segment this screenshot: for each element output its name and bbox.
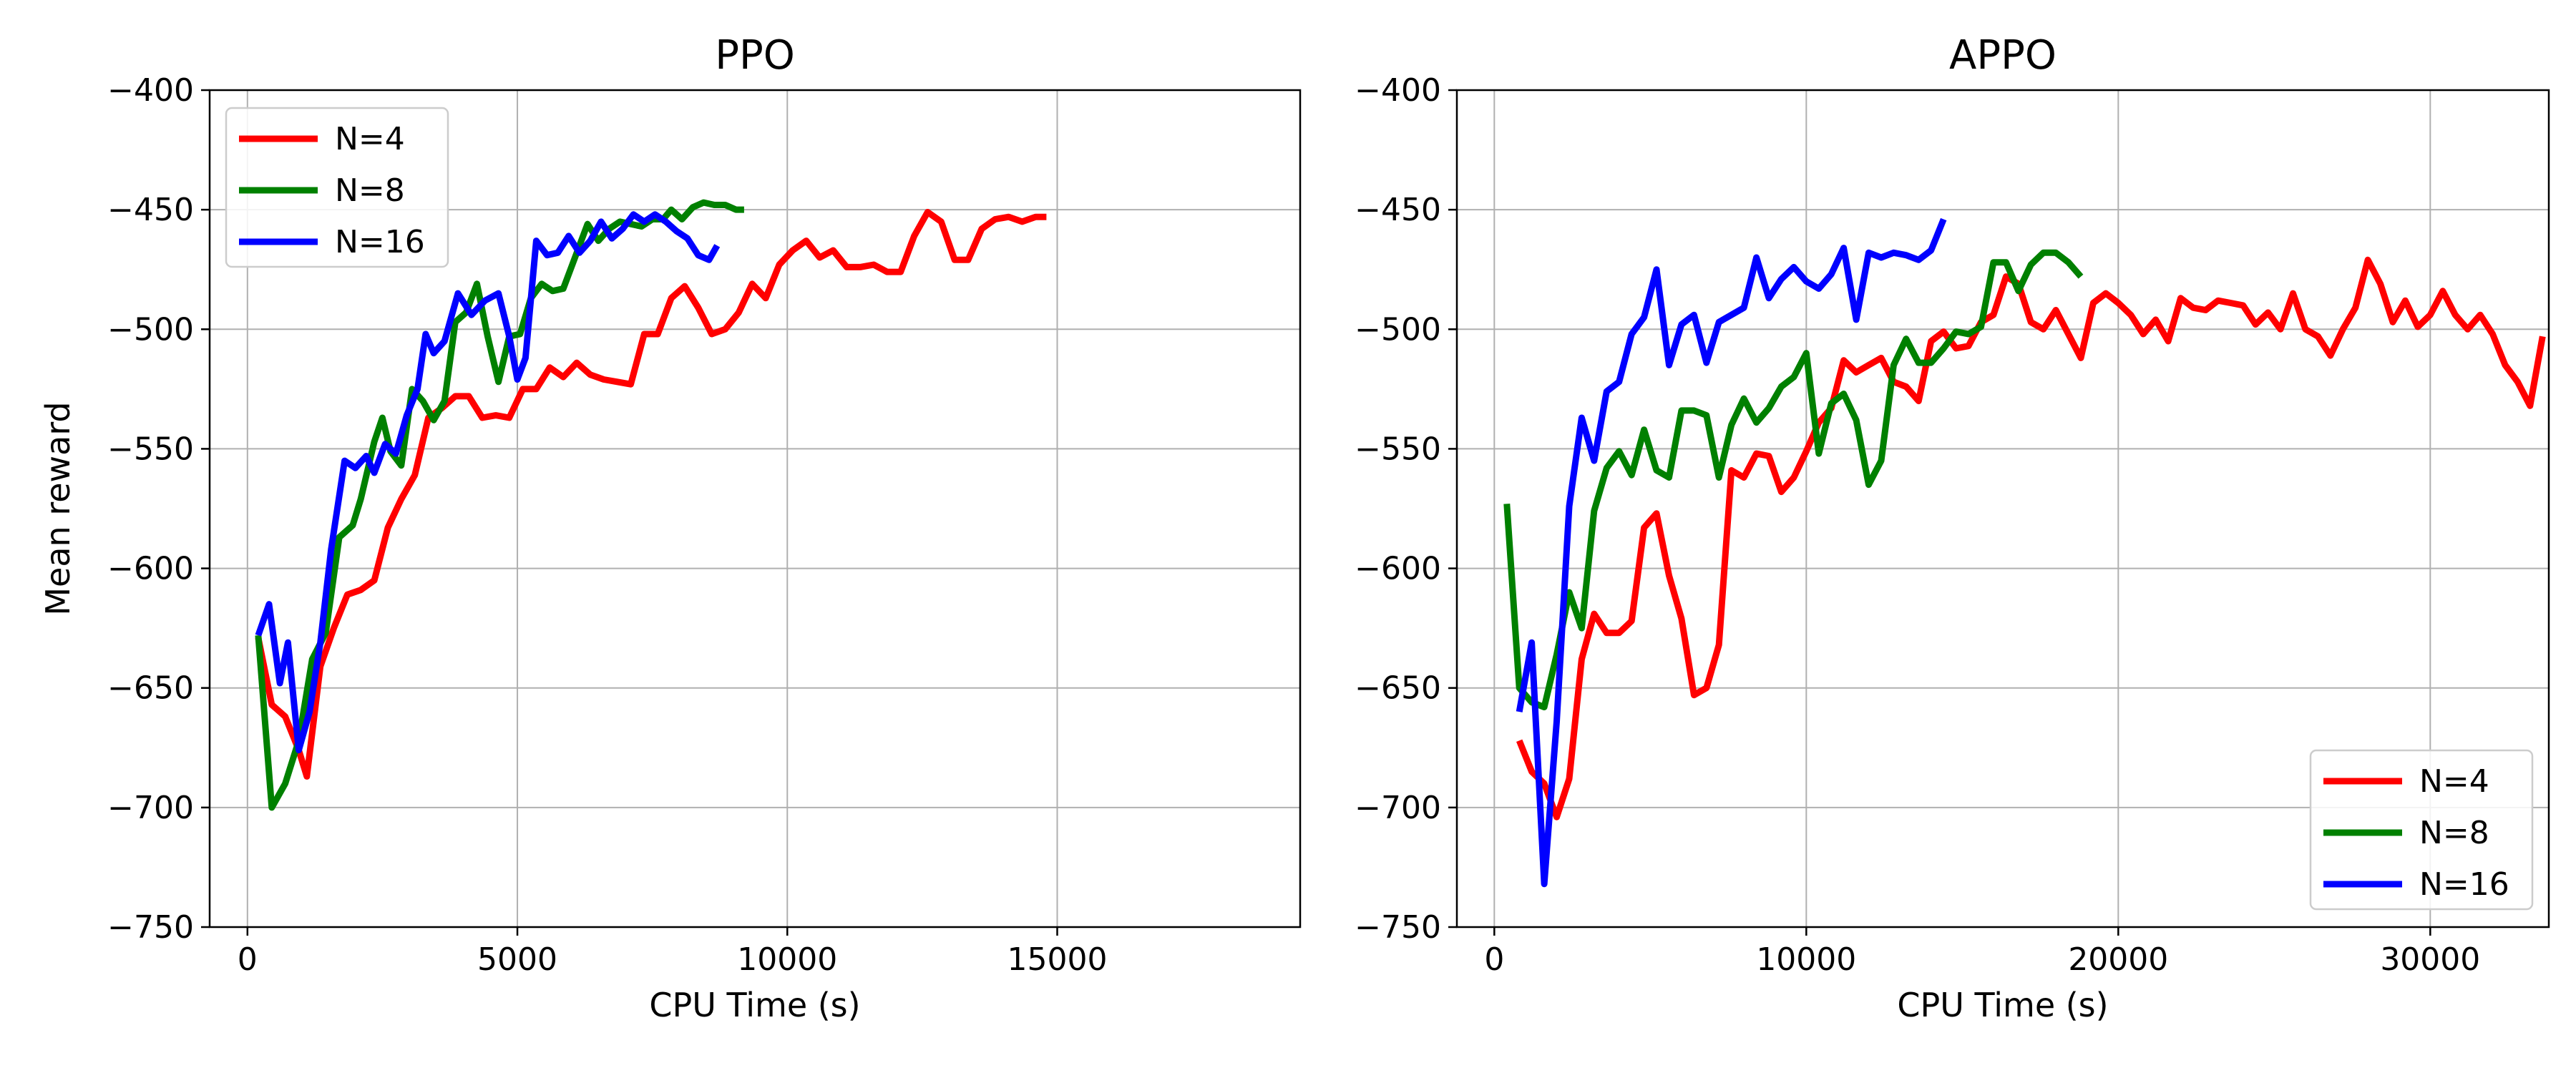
- legend-label: N=4: [2419, 763, 2489, 800]
- y-tick-label: −750: [1355, 909, 1441, 946]
- x-tick-label: 0: [238, 941, 258, 978]
- plot-frame: [1455, 89, 2550, 929]
- x-axis-label: CPU Time (s): [649, 986, 860, 1024]
- chart-title: PPO: [715, 32, 795, 79]
- y-axis-label: Mean reward: [39, 401, 77, 615]
- series-line-n16: [1516, 217, 1947, 888]
- series-line-n4: [1516, 256, 2546, 820]
- y-tick-label: −450: [1355, 192, 1441, 228]
- y-tick-label: −700: [107, 790, 194, 826]
- series-line-n8: [1503, 249, 2084, 710]
- x-tick-label: 10000: [1756, 941, 1856, 978]
- y-tick-label: −400: [1355, 72, 1441, 109]
- y-tick-label: −600: [107, 551, 194, 587]
- series-line-n4: [255, 209, 1047, 780]
- legend: N=4 N=8 N=16: [225, 107, 449, 268]
- x-tick-label: 10000: [737, 941, 837, 978]
- panel-appo: 0 10000 20000 30000 −750 −700 −650 −600 −550 −500…: [1355, 32, 2550, 1024]
- legend-box: [2309, 749, 2534, 911]
- y-tick-label: −550: [107, 431, 194, 467]
- y-tick-label: −450: [107, 192, 194, 228]
- x-tick-label: 5000: [477, 941, 557, 978]
- y-tick-label: −500: [107, 311, 194, 348]
- legend: N=4 N=8 N=16: [2309, 749, 2534, 911]
- y-tick-label: −600: [1355, 551, 1441, 587]
- y-tick-label: −550: [1355, 431, 1441, 467]
- legend-label: N=8: [2419, 815, 2489, 851]
- x-tick-label: 20000: [2068, 941, 2168, 978]
- legend-box: [225, 107, 449, 268]
- x-axis-label: CPU Time (s): [1897, 986, 2108, 1024]
- y-tick-label: −700: [1355, 790, 1441, 826]
- legend-label: N=8: [335, 172, 405, 209]
- y-tick-label: −650: [107, 670, 194, 707]
- legend-label: N=16: [335, 224, 425, 260]
- chart-title: APPO: [1949, 32, 2057, 79]
- y-tick-label: −650: [1355, 670, 1441, 707]
- legend-label: N=16: [2419, 866, 2509, 903]
- y-tick-label: −400: [107, 72, 194, 109]
- x-tick-label: 15000: [1008, 941, 1108, 978]
- y-tick-label: −500: [1355, 311, 1441, 348]
- series-line-n16: [255, 211, 721, 754]
- x-tick-label: 0: [1484, 941, 1504, 978]
- y-tick-label: −750: [107, 909, 194, 946]
- plot-frame: [208, 89, 1302, 929]
- legend-label: N=4: [335, 121, 405, 157]
- panel-ppo: 0 5000 10000 15000 −750 −700 −650 −600 −550 −500 −…: [39, 32, 1302, 1024]
- x-tick-label: 30000: [2380, 941, 2480, 978]
